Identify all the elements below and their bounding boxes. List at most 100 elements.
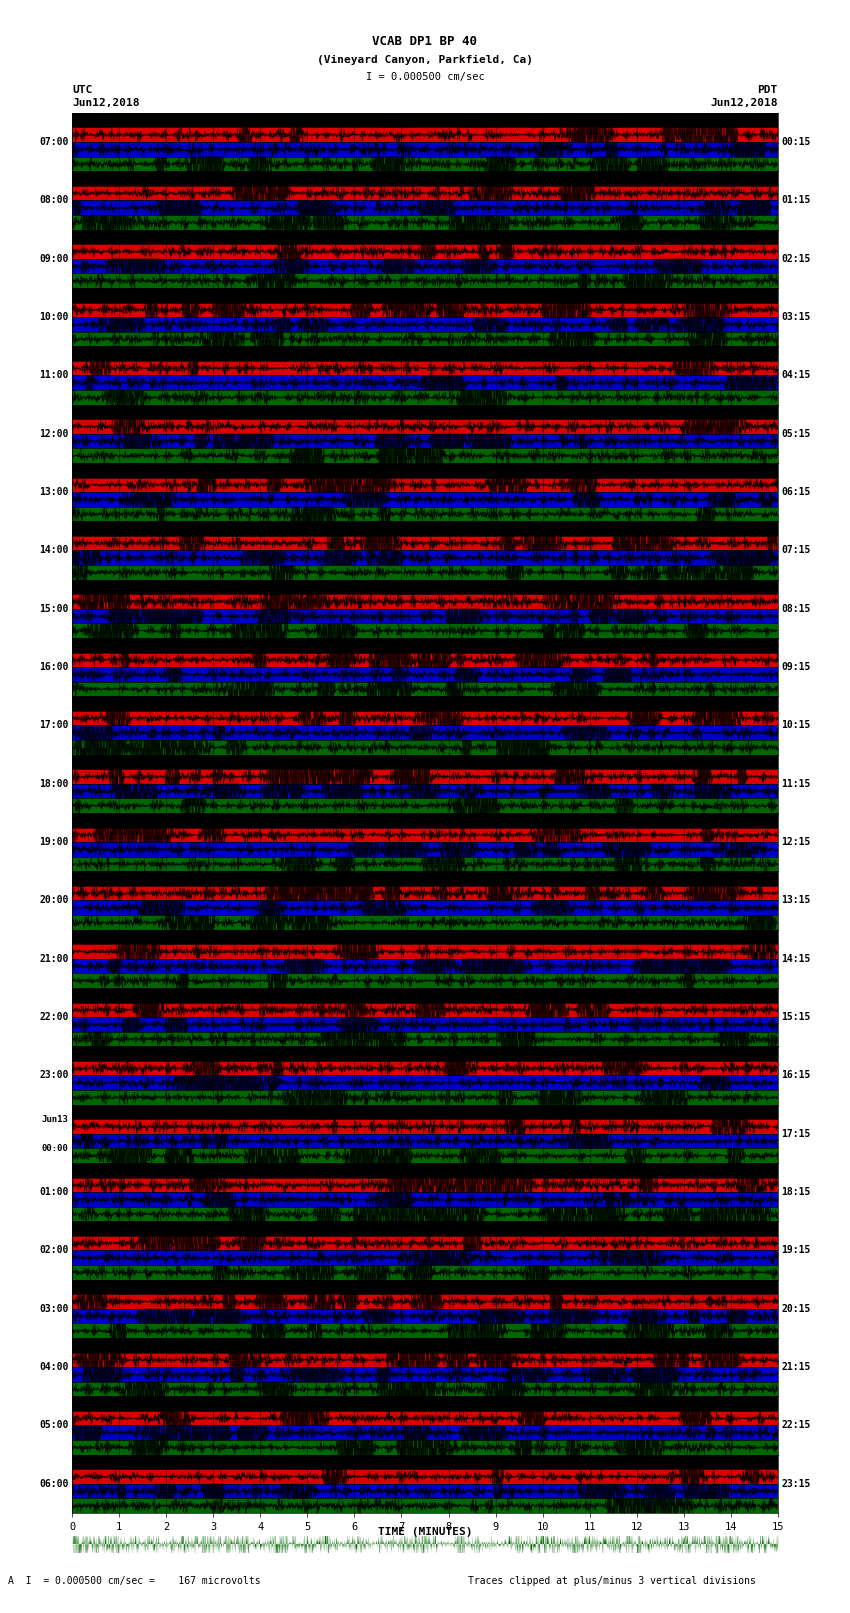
Bar xyxy=(72,463,778,477)
Text: PDT: PDT xyxy=(757,85,778,95)
Bar xyxy=(72,1163,778,1177)
Bar xyxy=(72,755,778,769)
Bar xyxy=(72,813,778,827)
Text: 10:15: 10:15 xyxy=(781,721,811,731)
Bar xyxy=(72,1134,778,1148)
Text: 04:00: 04:00 xyxy=(39,1361,69,1373)
Bar xyxy=(72,1426,778,1440)
Bar xyxy=(72,215,778,229)
Bar xyxy=(72,521,778,536)
Bar xyxy=(72,1061,778,1076)
Text: 17:00: 17:00 xyxy=(39,721,69,731)
Bar xyxy=(72,289,778,303)
Bar xyxy=(72,1192,778,1207)
Text: 19:15: 19:15 xyxy=(781,1245,811,1255)
Bar xyxy=(72,1397,778,1411)
Text: 20:00: 20:00 xyxy=(39,895,69,905)
Text: 03:15: 03:15 xyxy=(781,311,811,323)
Bar xyxy=(72,390,778,405)
Text: VCAB DP1 BP 40: VCAB DP1 BP 40 xyxy=(372,35,478,48)
Bar xyxy=(72,1308,778,1323)
Text: 13:15: 13:15 xyxy=(781,895,811,905)
Text: 02:00: 02:00 xyxy=(39,1245,69,1255)
Bar xyxy=(72,944,778,958)
Bar xyxy=(72,318,778,332)
Text: 00:15: 00:15 xyxy=(781,137,811,147)
Text: Traces clipped at plus/minus 3 vertical divisions: Traces clipped at plus/minus 3 vertical … xyxy=(468,1576,756,1586)
Bar xyxy=(72,929,778,944)
Bar xyxy=(72,434,778,448)
Bar xyxy=(72,127,778,142)
Text: A  I  = 0.000500 cm/sec =    167 microvolts: A I = 0.000500 cm/sec = 167 microvolts xyxy=(8,1576,261,1586)
Text: 11:00: 11:00 xyxy=(39,371,69,381)
Bar xyxy=(72,1236,778,1250)
Bar xyxy=(72,142,778,156)
Bar xyxy=(72,405,778,419)
Bar xyxy=(72,871,778,886)
Bar xyxy=(72,1148,778,1163)
Bar xyxy=(72,1105,778,1119)
Bar xyxy=(72,637,778,653)
Bar xyxy=(72,1250,778,1265)
Bar xyxy=(72,1047,778,1061)
Text: (Vineyard Canyon, Parkfield, Ca): (Vineyard Canyon, Parkfield, Ca) xyxy=(317,55,533,65)
Bar xyxy=(72,273,778,287)
Text: 17:15: 17:15 xyxy=(781,1129,811,1139)
Bar xyxy=(72,579,778,594)
Text: 07:15: 07:15 xyxy=(781,545,811,555)
Bar xyxy=(72,171,778,185)
Bar xyxy=(72,492,778,506)
Bar xyxy=(72,1382,778,1397)
Text: 06:00: 06:00 xyxy=(39,1479,69,1489)
Text: 08:00: 08:00 xyxy=(39,195,69,205)
Bar xyxy=(72,448,778,463)
Bar xyxy=(72,113,778,127)
Text: 21:15: 21:15 xyxy=(781,1361,811,1373)
Text: 05:00: 05:00 xyxy=(39,1421,69,1431)
Bar xyxy=(72,915,778,929)
Bar xyxy=(72,1119,778,1134)
Bar xyxy=(72,668,778,682)
Text: 10:00: 10:00 xyxy=(39,311,69,323)
Bar xyxy=(72,1455,778,1469)
Text: 16:00: 16:00 xyxy=(39,661,69,673)
Text: 09:15: 09:15 xyxy=(781,661,811,673)
Bar xyxy=(72,653,778,668)
Bar xyxy=(72,623,778,637)
Text: 11:15: 11:15 xyxy=(781,779,811,789)
Bar xyxy=(72,958,778,973)
Text: 08:15: 08:15 xyxy=(781,603,811,615)
Bar xyxy=(72,419,778,434)
Bar xyxy=(72,477,778,492)
Text: 15:15: 15:15 xyxy=(781,1011,811,1023)
Bar xyxy=(72,1294,778,1308)
Bar xyxy=(72,156,778,171)
Bar xyxy=(72,827,778,842)
Bar xyxy=(72,1279,778,1294)
Text: I = 0.000500 cm/sec: I = 0.000500 cm/sec xyxy=(366,73,484,82)
Text: 09:00: 09:00 xyxy=(39,253,69,265)
Bar xyxy=(72,229,778,244)
Bar xyxy=(72,886,778,900)
Text: 01:00: 01:00 xyxy=(39,1187,69,1197)
Bar xyxy=(72,244,778,258)
Bar xyxy=(72,697,778,711)
Bar xyxy=(72,608,778,623)
Text: Jun12,2018: Jun12,2018 xyxy=(711,98,778,108)
Text: 23:15: 23:15 xyxy=(781,1479,811,1489)
Bar xyxy=(72,682,778,697)
Text: 16:15: 16:15 xyxy=(781,1071,811,1081)
Text: 14:15: 14:15 xyxy=(781,953,811,965)
Text: Jun12,2018: Jun12,2018 xyxy=(72,98,139,108)
Bar xyxy=(72,376,778,390)
Bar xyxy=(72,1498,778,1513)
Bar xyxy=(72,506,778,521)
Text: 18:00: 18:00 xyxy=(39,779,69,789)
Text: 12:15: 12:15 xyxy=(781,837,811,847)
Text: 01:15: 01:15 xyxy=(781,195,811,205)
Bar xyxy=(72,842,778,857)
Bar xyxy=(72,1411,778,1426)
Text: 15:00: 15:00 xyxy=(39,603,69,615)
Bar xyxy=(72,987,778,1003)
Bar xyxy=(72,1177,778,1192)
